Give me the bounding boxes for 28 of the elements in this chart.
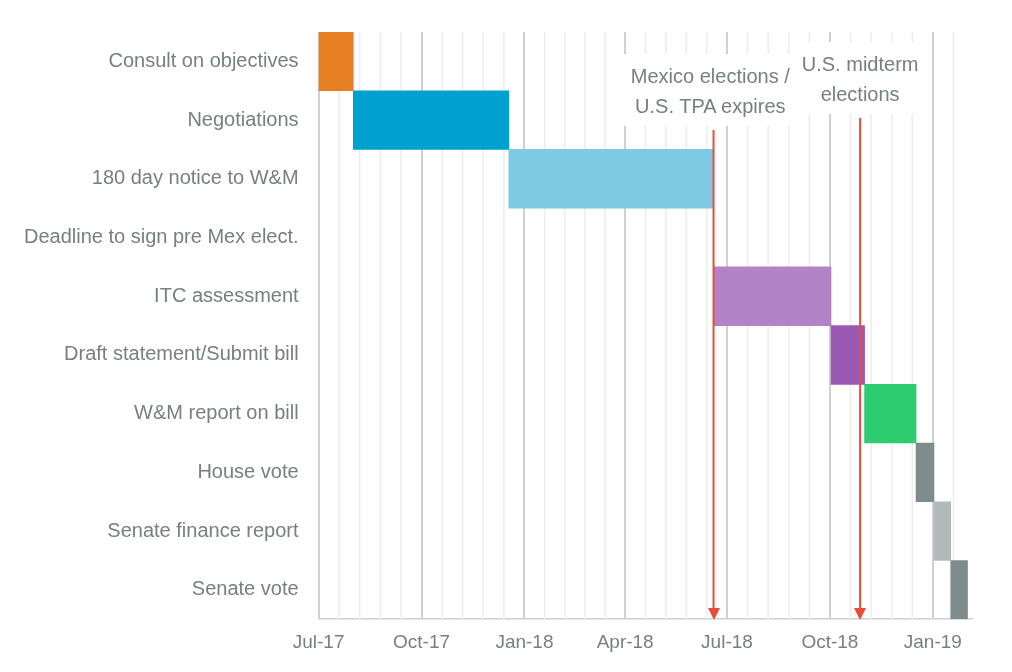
x-tick-label: Oct-17 (393, 630, 451, 652)
bar (318, 32, 354, 92)
ref-line-label: Mexico elections / U.S. TPA expires (630, 64, 791, 117)
y-tick-label: ITC assessment (154, 283, 300, 306)
bar (933, 501, 952, 561)
bar (352, 90, 510, 150)
x-tick-label: Jan-19 (903, 630, 962, 652)
x-tick-label: Apr-18 (596, 630, 654, 652)
x-tick-label: Oct-18 (801, 630, 859, 652)
y-tick-label: Consult on objectives (108, 48, 299, 71)
ref-line-label: U.S. midterm elections (801, 52, 919, 105)
bar (915, 442, 935, 503)
x-tick-label: Jan-18 (495, 630, 554, 652)
y-tick-label: Negotiations (187, 107, 299, 130)
y-tick-label: 180 day notice to W&M (91, 166, 299, 189)
y-tick-label: W&M report on bill (134, 401, 299, 424)
bar (713, 266, 832, 326)
bar (864, 383, 917, 444)
y-tick-label: Deadline to sign pre Mex elect. (24, 225, 299, 248)
y-tick-label: Draft statement/Submit bill (64, 342, 299, 365)
bar (508, 149, 714, 209)
x-tick-label: Jul-18 (701, 630, 753, 652)
x-tick-label: Jul-17 (292, 630, 345, 652)
y-tick-label: Senate vote (191, 577, 299, 600)
y-tick-label: House vote (197, 459, 299, 482)
bar (830, 325, 865, 385)
y-tick-label: Senate finance report (107, 518, 300, 541)
bar (950, 560, 968, 620)
